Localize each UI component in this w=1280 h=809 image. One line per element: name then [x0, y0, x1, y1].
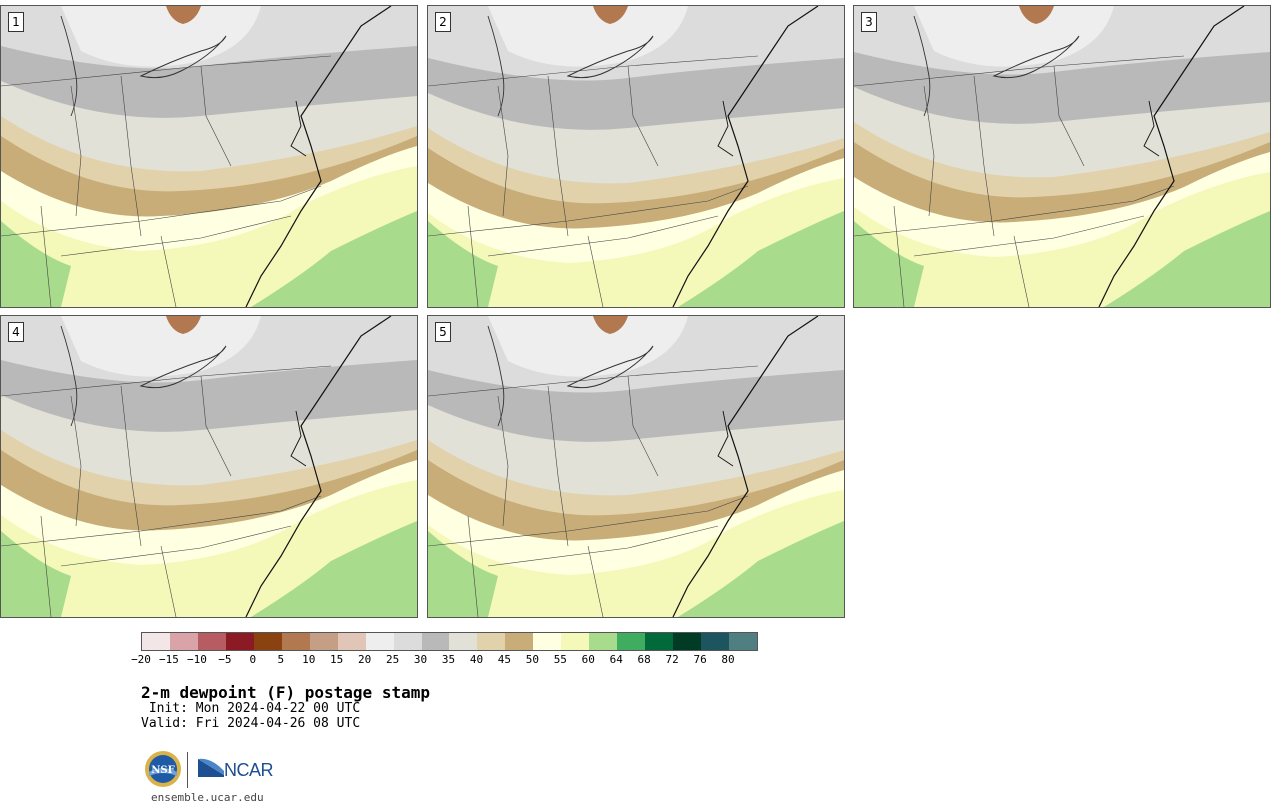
colorbar-tick-label: 76	[693, 653, 707, 666]
colorbar-tick-label: 15	[330, 653, 344, 666]
colorbar-tick-label: 80	[721, 653, 735, 666]
colorbar-swatch	[589, 633, 618, 650]
colorbar-tick-label: −15	[159, 653, 179, 666]
panel-number-label: 3	[861, 12, 877, 32]
colorbar-tick-label: −20	[131, 653, 151, 666]
panel-number-label: 4	[8, 322, 24, 342]
dewpoint-map	[854, 6, 1270, 307]
colorbar-swatch	[197, 633, 226, 650]
colorbar-swatch	[169, 633, 198, 650]
colorbar-tick-label: 30	[413, 653, 428, 666]
svg-text:NSF: NSF	[151, 765, 174, 776]
panel-number-label: 2	[435, 12, 451, 32]
colorbar-tick-label: 68	[637, 653, 651, 666]
panel-number-label: 5	[435, 322, 451, 342]
colorbar-tick-label: 35	[441, 653, 456, 666]
colorbar-swatch	[561, 633, 590, 650]
colorbar-swatch	[617, 633, 646, 650]
colorbar-swatch	[645, 633, 674, 650]
colorbar-swatch	[421, 633, 450, 650]
plot-title: 2-m dewpoint (F) postage stamp	[141, 683, 430, 702]
ensemble-member-map-3[interactable]: 3	[853, 5, 1271, 308]
colorbar-swatch	[337, 633, 366, 650]
colorbar-swatch	[225, 633, 254, 650]
colorbar-swatch	[505, 633, 534, 650]
dewpoint-map	[428, 6, 844, 307]
colorbar-swatch	[281, 633, 310, 650]
colorbar-tick-label: 64	[609, 653, 623, 666]
panel-number-label: 1	[8, 12, 24, 32]
colorbar-tick-label: 10	[302, 653, 316, 666]
ensemble-member-map-2[interactable]: 2	[427, 5, 845, 308]
colorbar-tick-label: 20	[358, 653, 372, 666]
colorbar-swatch	[253, 633, 282, 650]
colorbar-swatch	[309, 633, 338, 650]
colorbar-swatch	[701, 633, 730, 650]
colorbar-tick-label: −10	[186, 653, 207, 666]
website-link[interactable]: ensemble.ucar.edu	[151, 791, 264, 804]
colorbar-swatch	[729, 633, 757, 650]
colorbar-tick-label: 50	[525, 653, 539, 666]
colorbar-tick-label: 40	[469, 653, 484, 666]
colorbar-tick-label: 72	[665, 653, 679, 666]
colorbar-tick-label: 5	[277, 653, 285, 666]
colorbar-swatch	[673, 633, 702, 650]
colorbar-tick-label: −5	[218, 653, 232, 666]
ensemble-member-map-1[interactable]: 1	[0, 5, 418, 308]
colorbar-swatch	[477, 633, 506, 650]
ensemble-member-map-4[interactable]: 4	[0, 315, 418, 618]
dewpoint-map	[428, 316, 844, 617]
dewpoint-colorbar	[141, 632, 758, 651]
colorbar-swatch	[365, 633, 394, 650]
logo-divider	[187, 752, 188, 788]
colorbar-tick-label: 55	[553, 653, 567, 666]
init-time: Init: Mon 2024-04-22 00 UTC	[141, 701, 361, 716]
valid-time: Valid: Fri 2024-04-26 08 UTC	[141, 716, 361, 731]
dewpoint-map	[1, 316, 417, 617]
colorbar-tick-labels: −20 −15 −10 −5 0 5 10 15 20 25 30 35 40 45 50 55 60 64 68 7…	[130, 653, 770, 667]
ncar-logo-text: NCAR	[224, 760, 274, 780]
colorbar-tick-label: 0	[249, 653, 257, 666]
colorbar-swatch	[449, 633, 478, 650]
colorbar-tick-label: 45	[497, 653, 512, 666]
ensemble-member-map-5[interactable]: 5	[427, 315, 845, 618]
ncar-wave-icon	[198, 758, 224, 777]
colorbar-swatch	[142, 633, 170, 650]
nsf-logo-icon: NSF	[145, 751, 181, 787]
colorbar-swatch	[393, 633, 422, 650]
dewpoint-map	[1, 6, 417, 307]
colorbar-swatch	[533, 633, 562, 650]
colorbar-tick-label: 60	[581, 653, 595, 666]
colorbar-tick-label: 25	[385, 653, 400, 666]
